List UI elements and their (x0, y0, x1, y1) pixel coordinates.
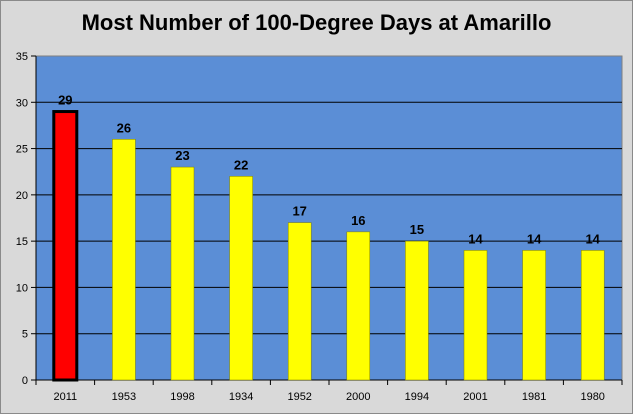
y-tick-label: 25 (16, 144, 28, 156)
y-tick-label: 0 (22, 375, 28, 387)
bar-1953[interactable] (112, 139, 136, 381)
x-tick-label: 1934 (229, 391, 253, 403)
bar-1994[interactable] (405, 240, 429, 381)
x-tick-label: 2011 (53, 391, 77, 403)
bar-1998[interactable] (170, 166, 195, 381)
data-label: 26 (117, 120, 131, 135)
y-tick-label: 5 (22, 329, 28, 341)
data-label: 14 (468, 231, 483, 246)
y-tick-label: 15 (16, 236, 28, 248)
bar-1934[interactable] (229, 176, 253, 381)
bar-1981[interactable] (522, 250, 546, 381)
x-tick-label: 1952 (287, 391, 311, 403)
y-tick-label: 30 (16, 97, 28, 109)
bar-1952[interactable] (287, 222, 312, 381)
y-tick-label: 20 (16, 190, 28, 202)
x-tick-label: 1981 (522, 391, 546, 403)
data-label: 16 (351, 213, 365, 228)
y-tick-label: 35 (16, 51, 28, 63)
x-tick-label: 1980 (580, 391, 604, 403)
x-tick-label: 1998 (170, 391, 194, 403)
x-tick-label: 1953 (112, 391, 136, 403)
data-label: 22 (234, 157, 248, 172)
bar-2001[interactable] (463, 250, 488, 381)
data-label: 23 (175, 148, 189, 163)
chart-title: Most Number of 100-Degree Days at Amaril… (81, 10, 552, 35)
x-tick-label: 2000 (346, 391, 370, 403)
data-label: 29 (58, 93, 72, 108)
data-label: 15 (410, 222, 424, 237)
x-tick-label: 2001 (463, 391, 487, 403)
bar-2011[interactable] (52, 110, 79, 382)
bar-2000[interactable] (346, 231, 371, 381)
bar-1980[interactable] (580, 250, 605, 381)
data-label: 14 (527, 231, 542, 246)
data-label: 14 (585, 231, 600, 246)
y-tick-label: 10 (16, 282, 28, 294)
data-label: 17 (292, 204, 306, 219)
x-tick-label: 1994 (405, 391, 429, 403)
